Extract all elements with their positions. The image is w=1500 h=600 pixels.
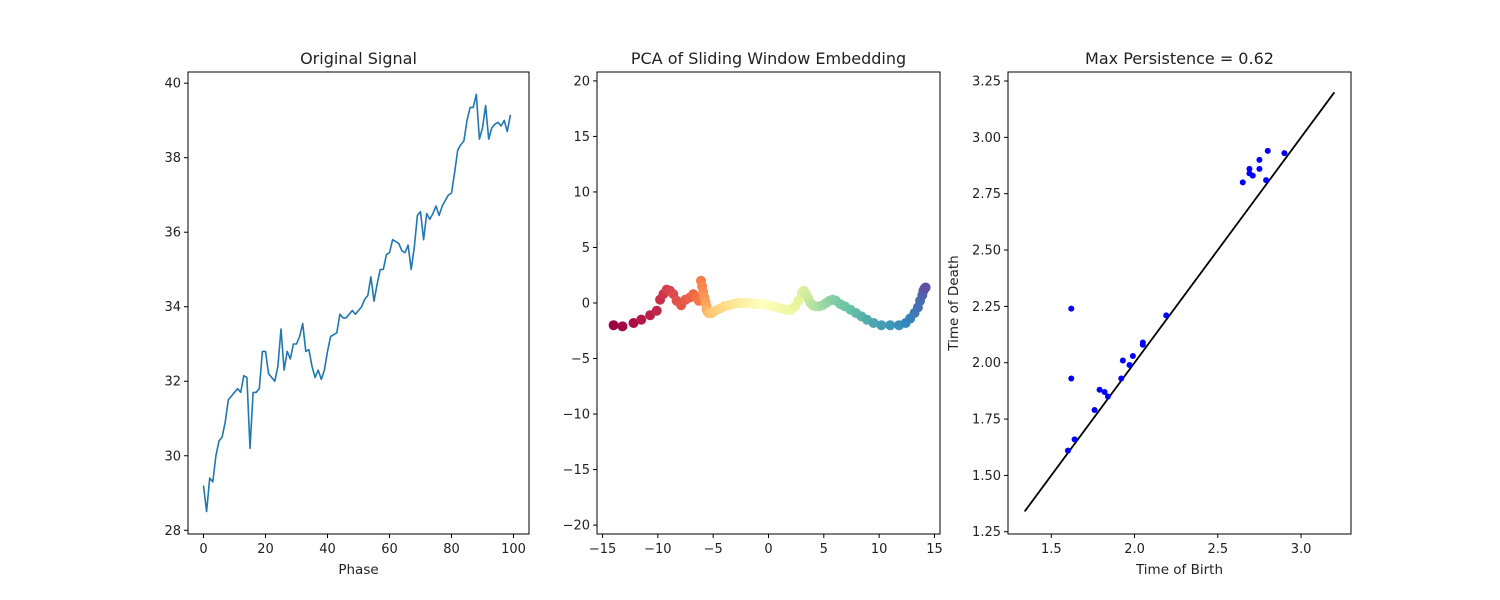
x-tick-label: −10 xyxy=(644,542,671,557)
y-tick-label: 2.50 xyxy=(972,244,1001,259)
chart-title: Max Persistence = 0.62 xyxy=(1085,49,1274,68)
y-tick-label: 32 xyxy=(164,375,181,390)
y-tick-label: −5 xyxy=(571,352,590,367)
persistence-point xyxy=(1264,147,1271,154)
persistence-point xyxy=(1139,339,1146,346)
x-axis-label: Time of Birth xyxy=(1135,562,1223,578)
y-tick-label: 0 xyxy=(582,297,590,312)
persistence-point xyxy=(1091,407,1098,414)
x-tick-label: 15 xyxy=(926,542,943,557)
x-tick-label: 60 xyxy=(381,542,398,557)
persistence-point xyxy=(1129,352,1136,359)
persistence-point xyxy=(1256,165,1263,172)
y-tick-label: 40 xyxy=(164,77,181,92)
y-tick-label: 36 xyxy=(164,226,181,241)
x-tick-label: 5 xyxy=(820,542,828,557)
y-ticks: 1.25 1.50 1.75 2.00 2.25 2.50 2.75 3.00 3.25 xyxy=(972,75,1008,540)
y-tick-label: 1.25 xyxy=(972,525,1001,540)
persistence-point xyxy=(1256,156,1263,163)
y-tick-label: −10 xyxy=(563,408,590,423)
y-tick-label: −20 xyxy=(563,519,590,534)
persistence-point xyxy=(1126,361,1133,368)
y-tick-label: 20 xyxy=(573,74,590,89)
x-tick-label: 10 xyxy=(871,542,888,557)
y-tick-label: 28 xyxy=(164,524,181,539)
x-tick-label: 100 xyxy=(501,542,526,557)
chart-title: Original Signal xyxy=(300,49,417,68)
y-tick-label: 2.25 xyxy=(972,300,1001,315)
persistence-point xyxy=(1239,179,1246,186)
persistence-point xyxy=(1249,172,1256,179)
x-tick-label: 2.0 xyxy=(1124,542,1145,557)
x-tick-label: 0 xyxy=(764,542,772,557)
y-tick-label: 38 xyxy=(164,151,181,166)
scatter-point xyxy=(636,314,647,325)
panel-persistence: Max Persistence = 0.62 1.5 2.0 2.5 3.0 1.25… xyxy=(946,49,1352,578)
y-ticks: 28 30 32 34 36 38 40 xyxy=(164,77,188,539)
plot-area xyxy=(608,275,931,332)
y-tick-label: 1.75 xyxy=(972,413,1001,428)
x-tick-label: −5 xyxy=(704,542,723,557)
persistence-point xyxy=(1263,177,1270,184)
y-tick-label: −15 xyxy=(563,463,590,478)
y-tick-label: 3.00 xyxy=(972,131,1001,146)
series-line xyxy=(202,93,512,513)
persistence-point xyxy=(1163,312,1170,319)
x-tick-label: 2.5 xyxy=(1207,542,1228,557)
y-tick-label: 5 xyxy=(582,241,590,256)
persistence-point xyxy=(1096,386,1103,393)
persistence-point xyxy=(1104,393,1111,400)
y-tick-label: 1.50 xyxy=(972,469,1001,484)
persistence-point xyxy=(1068,375,1075,382)
x-ticks: 1.5 2.0 2.5 3.0 xyxy=(1041,534,1311,557)
scatter-point xyxy=(885,320,896,331)
persistence-point xyxy=(1118,375,1125,382)
x-tick-label: 80 xyxy=(443,542,460,557)
scatter-point xyxy=(793,295,804,306)
persistence-point xyxy=(1281,150,1288,157)
x-tick-label: −15 xyxy=(589,542,616,557)
x-tick-label: 40 xyxy=(319,542,336,557)
y-axis-label: Time of Death xyxy=(946,255,962,351)
x-ticks: −15 −10 −5 0 5 10 15 xyxy=(589,534,943,557)
x-tick-label: 1.5 xyxy=(1041,542,1062,557)
y-tick-label: 34 xyxy=(164,300,181,315)
axes-frame xyxy=(1007,71,1352,535)
scatter-point xyxy=(876,320,887,331)
persistence-point xyxy=(1064,447,1071,454)
y-tick-label: 2.00 xyxy=(972,356,1001,371)
y-tick-label: 2.75 xyxy=(972,187,1001,202)
y-tick-label: 10 xyxy=(573,185,590,200)
persistence-point xyxy=(1119,357,1126,364)
x-ticks: 0 20 40 60 80 100 xyxy=(199,534,526,557)
x-tick-label: 3.0 xyxy=(1291,542,1312,557)
panel-pca: PCA of Sliding Window Embedding −15 −10 −5… xyxy=(563,49,943,557)
y-tick-label: 15 xyxy=(573,130,590,145)
diagonal-line xyxy=(1023,91,1336,512)
axes-frame xyxy=(187,71,530,535)
scatter-point xyxy=(608,320,619,331)
x-tick-label: 0 xyxy=(199,542,207,557)
y-tick-label: 30 xyxy=(164,449,181,464)
x-axis-label: Phase xyxy=(338,562,378,578)
persistence-point xyxy=(1101,389,1108,396)
y-tick-label: 3.25 xyxy=(972,75,1001,90)
scatter-point xyxy=(651,305,662,316)
persistence-point xyxy=(1071,436,1078,443)
scatter-point xyxy=(868,317,879,328)
chart-title: PCA of Sliding Window Embedding xyxy=(631,49,906,68)
persistence-point xyxy=(1246,165,1253,172)
y-ticks: −20 −15 −10 −5 0 5 10 15 20 xyxy=(563,74,597,534)
x-tick-label: 20 xyxy=(257,542,274,557)
scatter-point xyxy=(628,317,639,328)
scatter-point xyxy=(617,321,628,332)
plot-area xyxy=(1023,91,1336,512)
panel-original-signal: Original Signal 0 20 40 60 80 100 28 30 32 34 36 3… xyxy=(164,49,530,578)
plot-area xyxy=(202,93,512,513)
persistence-point xyxy=(1068,305,1075,312)
scatter-point xyxy=(920,282,931,293)
